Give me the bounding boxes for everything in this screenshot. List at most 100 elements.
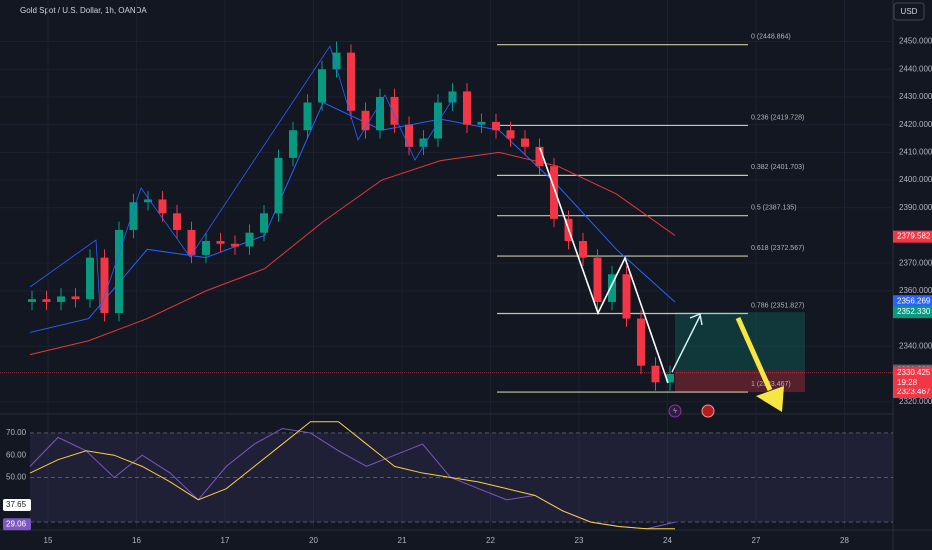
candle-body bbox=[303, 102, 312, 131]
x-tick-label: 17 bbox=[221, 536, 230, 545]
y-tick-label: 2430.000 bbox=[899, 92, 932, 101]
price-label: 2379.582 bbox=[897, 232, 931, 241]
candle-body bbox=[347, 52, 355, 111]
candle-body bbox=[521, 138, 529, 147]
currency-button[interactable] bbox=[893, 2, 925, 21]
candle-body bbox=[71, 296, 80, 300]
x-tick-label: 16 bbox=[132, 536, 141, 545]
candle-body bbox=[260, 213, 268, 233]
candle-body bbox=[550, 166, 558, 219]
x-tick-label: 24 bbox=[663, 536, 672, 545]
rsi-ma bbox=[29, 421, 675, 530]
event-flag[interactable] bbox=[701, 404, 715, 418]
x-tick-label: 20 bbox=[309, 536, 318, 545]
y-tick-label: 2400.000 bbox=[899, 175, 932, 184]
rsi-value-label: 37.65 bbox=[6, 500, 27, 509]
price-label-box bbox=[893, 386, 932, 399]
y-tick-label: 2420.000 bbox=[899, 120, 932, 129]
chart-title: Gold Spot / U.S. Dollar, 1h, OANDA bbox=[20, 6, 147, 15]
candle-body bbox=[419, 138, 428, 147]
x-tick-label: 27 bbox=[752, 536, 761, 545]
x-tick-label: 23 bbox=[575, 536, 584, 545]
candle-body bbox=[361, 110, 370, 131]
candle-body bbox=[593, 257, 602, 302]
candle-body bbox=[535, 146, 544, 167]
down-arrow-head bbox=[756, 386, 784, 412]
candle-body bbox=[463, 91, 471, 125]
rsi-value-box bbox=[3, 499, 31, 512]
candle-body bbox=[28, 299, 36, 302]
rsi-value-label: 29.06 bbox=[6, 519, 27, 528]
candle-body bbox=[506, 130, 515, 139]
candle-body bbox=[187, 229, 196, 255]
current-price-label: 2330.425 bbox=[897, 368, 931, 377]
candle-body bbox=[289, 130, 297, 158]
x-tick-label: 15 bbox=[44, 536, 53, 545]
candle-body bbox=[274, 157, 283, 214]
candle-body bbox=[245, 232, 254, 247]
fib-label: 0.5 (2387.135) bbox=[751, 205, 797, 212]
candle-body bbox=[637, 318, 645, 366]
candle-body bbox=[434, 102, 442, 139]
current-price-box bbox=[893, 366, 932, 389]
event-icon[interactable] bbox=[668, 404, 682, 418]
candle-body bbox=[376, 96, 384, 131]
candle-body bbox=[57, 296, 65, 302]
y-tick-label: 2320.000 bbox=[899, 397, 932, 406]
up-arrow bbox=[671, 315, 701, 373]
candle-body bbox=[666, 373, 674, 383]
candle-body bbox=[651, 365, 660, 383]
y-tick-label: 2360.000 bbox=[899, 286, 932, 295]
moving-average bbox=[29, 101, 676, 333]
y-tick-label: 2410.000 bbox=[899, 147, 932, 156]
candle-body bbox=[477, 121, 486, 125]
candle-body bbox=[390, 96, 399, 125]
rsi-value-box bbox=[3, 518, 31, 531]
rsi-tick-label: 50.00 bbox=[6, 473, 27, 482]
fib-label: 0.618 (2372.567) bbox=[751, 245, 804, 252]
x-tick-label: 21 bbox=[398, 536, 407, 545]
x-tick-label: 22 bbox=[486, 536, 495, 545]
candle-body bbox=[158, 199, 167, 214]
candle-body bbox=[216, 241, 225, 244]
y-tick-label: 2440.000 bbox=[899, 64, 932, 73]
candle-body bbox=[86, 257, 94, 300]
y-tick-label: 2340.000 bbox=[899, 341, 932, 350]
candle-body bbox=[492, 121, 500, 131]
candle-body bbox=[622, 274, 631, 319]
y-tick-label: 2450.000 bbox=[899, 37, 932, 46]
candle-body bbox=[405, 124, 413, 147]
fib-label: 0.236 (2419.728) bbox=[751, 114, 804, 121]
candle-body bbox=[42, 299, 51, 302]
y-tick-label: 2390.000 bbox=[899, 203, 932, 212]
up-arrow-head bbox=[689, 313, 703, 326]
candle-body bbox=[448, 91, 457, 103]
candle-body bbox=[202, 241, 210, 255]
drawn-zigzag bbox=[539, 147, 669, 384]
candle-body bbox=[332, 52, 341, 70]
fib-label: 0.786 (2351.827) bbox=[751, 302, 804, 309]
candle-body bbox=[115, 229, 123, 314]
rsi-tick-label: 70.00 bbox=[6, 428, 27, 437]
down-arrow bbox=[735, 316, 773, 392]
rsi-tick-label: 60.00 bbox=[6, 450, 27, 459]
candle-body bbox=[100, 257, 109, 314]
fib-label: 0.382 (2401.703) bbox=[751, 164, 804, 171]
price-label-box bbox=[893, 306, 932, 319]
fib-label: 0 (2448.864) bbox=[751, 34, 791, 41]
moving-average bbox=[29, 151, 676, 356]
price-label: 2356.269 bbox=[897, 296, 931, 305]
zigzag-indicator bbox=[29, 45, 456, 311]
candle-body bbox=[579, 241, 587, 258]
fib-label: 1 (2323.467) bbox=[751, 381, 791, 388]
event-icon-glyph: ϟ bbox=[673, 408, 677, 415]
candle-body bbox=[173, 213, 181, 230]
price-label-box bbox=[893, 230, 932, 243]
x-tick-label: 28 bbox=[840, 536, 849, 545]
currency[interactable]: USD bbox=[901, 7, 918, 16]
price-label-box bbox=[893, 295, 932, 308]
y-tick-label: 2370.000 bbox=[899, 258, 932, 267]
candle-body bbox=[144, 199, 152, 203]
price-label: 2323.467 bbox=[897, 387, 931, 396]
